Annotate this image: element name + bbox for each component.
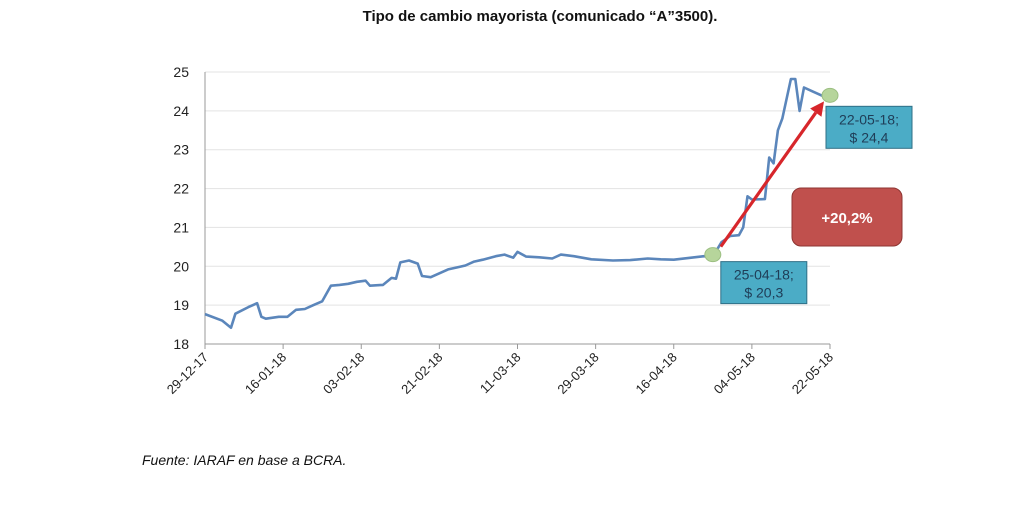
callout-value: $ 24,4 — [850, 129, 889, 145]
series-layer — [204, 77, 831, 329]
axes: 18 19 20 21 22 23 24 25 29-12-17 16-01-18 03-02-18… — [164, 64, 836, 397]
x-tick-label: 16-01-18 — [242, 350, 289, 397]
y-tick-label: 19 — [173, 297, 189, 313]
change-arrow-head — [810, 101, 824, 117]
callout-date: 22-05-18; — [839, 111, 899, 127]
change-badge — [791, 187, 903, 247]
annotation-layer: 25-04-18; $ 20,3 22-05-18; $ 24,4 +20,2% — [704, 87, 913, 305]
y-tick-label: 18 — [173, 336, 189, 352]
x-tick-label: 22-05-18 — [789, 350, 836, 397]
callout-date: 25-04-18; — [734, 267, 794, 283]
change-badge-label: +20,2% — [821, 210, 872, 227]
grid-lines — [205, 71, 830, 306]
y-tick-label: 25 — [173, 64, 189, 80]
chart-title: Tipo de cambio mayorista (comunicado “A”… — [362, 8, 718, 25]
y-tick-label: 23 — [173, 142, 189, 158]
y-tick-label: 21 — [173, 219, 189, 235]
source-note: Fuente: IARAF en base a BCRA. — [142, 452, 347, 468]
value-callout — [825, 105, 913, 149]
x-tick-label: 11-03-18 — [477, 350, 524, 397]
y-tick-label: 22 — [173, 181, 189, 197]
x-tick-label: 29-03-18 — [554, 350, 601, 397]
callout-value: $ 20,3 — [744, 285, 783, 301]
value-callout — [720, 261, 808, 305]
x-tick-label: 21-02-18 — [398, 350, 445, 397]
x-tick-label: 29-12-17 — [164, 350, 211, 397]
y-tick-label: 24 — [173, 103, 189, 119]
x-tick-label: 04-05-18 — [711, 350, 758, 397]
x-tick-label: 03-02-18 — [320, 350, 367, 397]
point-marker — [704, 247, 722, 263]
series-line — [204, 77, 831, 329]
y-tick-label: 20 — [173, 258, 189, 274]
point-marker — [821, 87, 839, 103]
change-arrow — [719, 111, 818, 248]
x-tick-label: 16-04-18 — [632, 350, 679, 397]
